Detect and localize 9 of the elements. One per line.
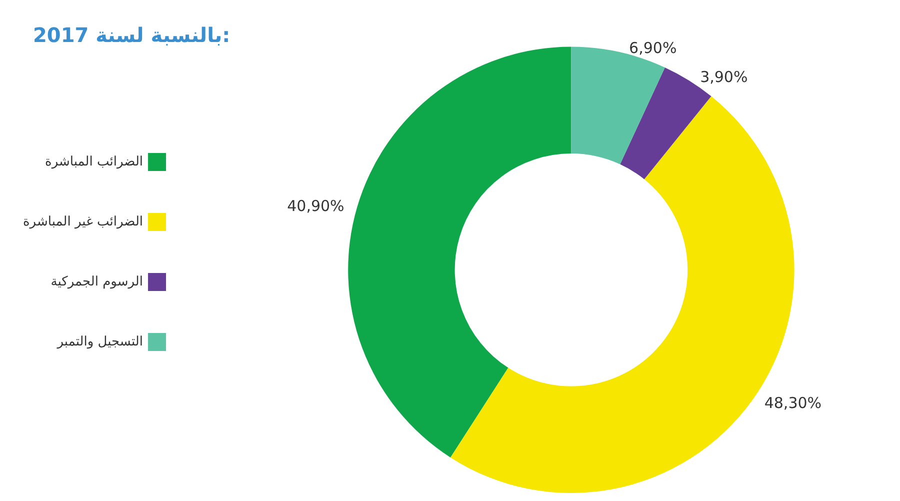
legend-label: التسجيل والتمبر bbox=[56, 334, 144, 350]
data-label: 40,90% bbox=[287, 196, 344, 215]
data-label: 3,90% bbox=[700, 68, 748, 86]
legend-label: الضرائب المباشرة bbox=[45, 154, 144, 170]
data-label: 48,30% bbox=[764, 394, 822, 412]
legend-label: الرسوم الجمركية bbox=[50, 274, 144, 290]
legend-label: الضرائب غير المباشرة bbox=[22, 214, 144, 230]
data-label: 6,90% bbox=[629, 39, 677, 58]
chart-title: بالنسبة لسنة 2017: bbox=[33, 23, 230, 47]
